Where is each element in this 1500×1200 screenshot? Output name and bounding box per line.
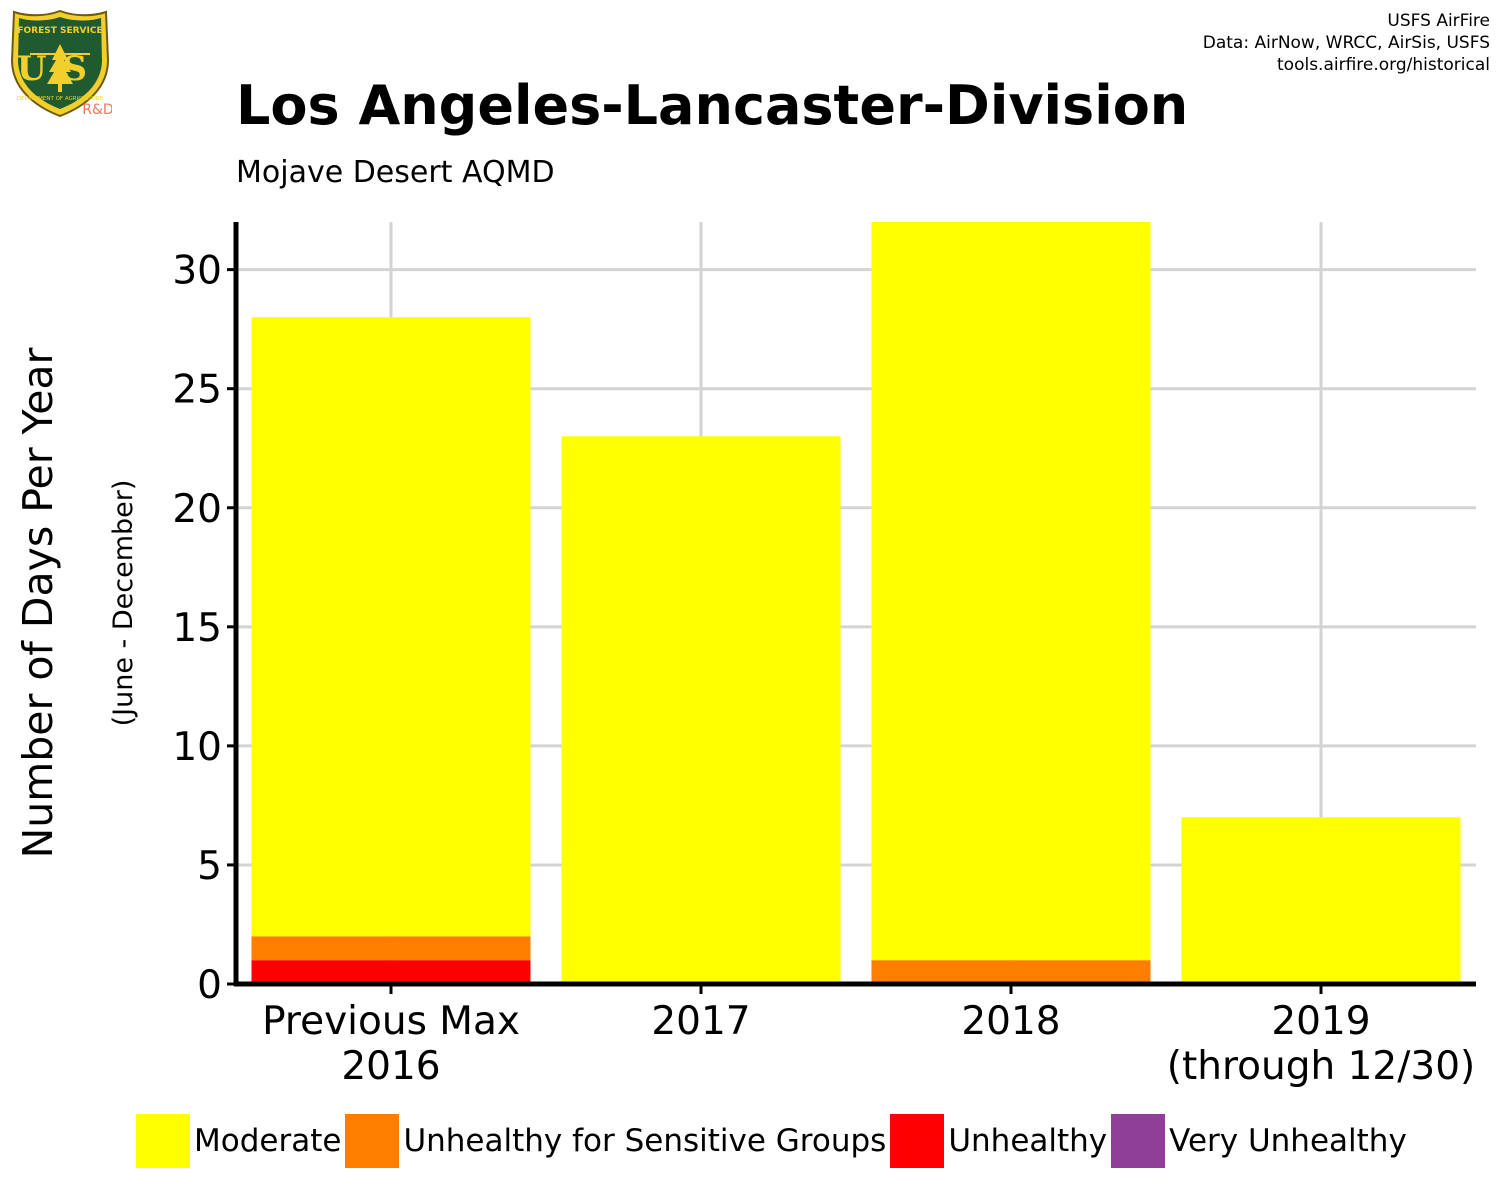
legend-item-usg: Unhealthy for Sensitive Groups — [345, 1113, 890, 1169]
x-tick-label: 2018 — [961, 999, 1060, 1044]
y-tick-label: 0 — [197, 963, 222, 1008]
forest-service-shield-icon: FOREST SERVICE US DEPARTMENT OF AGRICULT… — [10, 9, 112, 118]
credit-line: USFS AirFire — [1387, 11, 1490, 31]
legend: Moderate Unhealthy for Sensitive Groups … — [136, 1113, 1411, 1169]
y-tick-label: 15 — [172, 606, 222, 651]
bar-segment-unhealthy-for-sensitive-groups — [251, 936, 531, 961]
logo-rd-label: R&D — [82, 102, 112, 118]
tree-icon — [47, 44, 73, 92]
x-tick-label: 2019 — [1271, 999, 1370, 1044]
chart-title: Los Angeles-Lancaster-Division — [236, 74, 1189, 137]
y-tick-label: 20 — [172, 487, 222, 532]
bar-segment-moderate — [871, 222, 1151, 961]
legend-label: Unhealthy for Sensitive Groups — [403, 1123, 887, 1159]
legend-swatch — [345, 1114, 400, 1168]
legend-item-unhealthy: Unhealthy — [890, 1113, 1111, 1169]
bar-segment-unhealthy-for-sensitive-groups — [871, 960, 1151, 984]
x-tick-label: Previous Max — [262, 999, 520, 1044]
bar-segment-moderate — [1181, 817, 1461, 984]
y-tick-label: 5 — [197, 844, 222, 889]
bars — [251, 222, 1461, 984]
logo-bottom-text: DEPARTMENT OF AGRICULTURE — [17, 96, 104, 102]
chart-subtitle: Mojave Desert AQMD — [236, 155, 555, 190]
y-axis-label: Number of Days Per Year — [14, 347, 62, 858]
y-tick-label: 10 — [172, 725, 222, 770]
logo-top-text: FOREST SERVICE — [17, 26, 102, 36]
x-tick-label: (through 12/30) — [1167, 1044, 1475, 1089]
legend-swatch — [890, 1114, 945, 1168]
legend-swatch — [1111, 1114, 1166, 1168]
credit-line: tools.airfire.org/historical — [1277, 55, 1490, 75]
credit-line: Data: AirNow, WRCC, AirSis, USFS — [1202, 33, 1490, 53]
legend-swatch — [136, 1114, 190, 1168]
axis-labels: Number of Days Per Year (June - December… — [14, 347, 139, 858]
legend-label: Moderate — [194, 1123, 342, 1159]
legend-item-very-unhealthy: Very Unhealthy — [1111, 1113, 1411, 1169]
y-tick-label: 30 — [172, 249, 222, 294]
credits: USFS AirFire Data: AirNow, WRCC, AirSis,… — [1203, 10, 1490, 76]
bar-segment-moderate — [251, 317, 531, 937]
legend-item-moderate: Moderate — [136, 1113, 345, 1169]
y-tick-label: 25 — [172, 368, 222, 413]
bar-segment-moderate — [561, 436, 841, 984]
legend-label: Very Unhealthy — [1169, 1123, 1407, 1159]
bar-segment-unhealthy — [251, 960, 531, 984]
x-tick-label: 2016 — [341, 1044, 440, 1089]
legend-label: Unhealthy — [948, 1123, 1108, 1159]
x-tick-label: 2017 — [651, 999, 750, 1044]
y-axis-sublabel: (June - December) — [108, 480, 139, 727]
